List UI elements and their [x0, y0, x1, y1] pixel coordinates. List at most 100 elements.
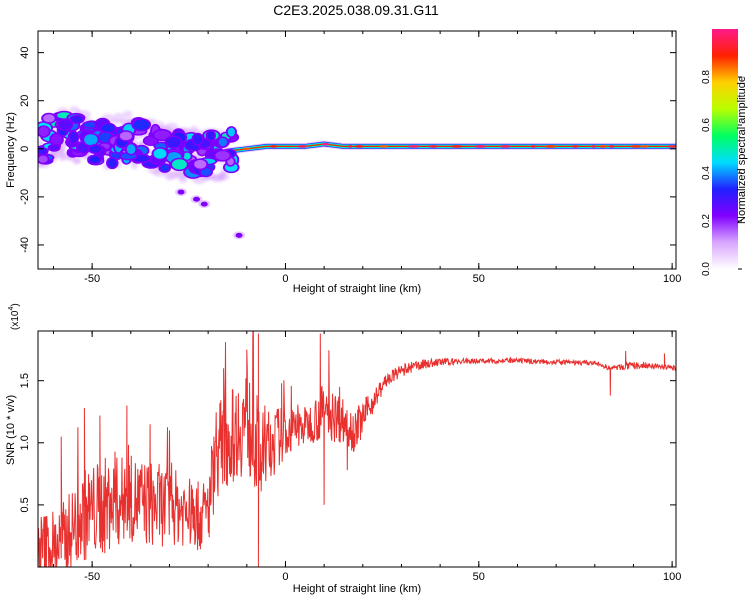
snr-x-label: Height of straight line (km) — [293, 583, 421, 595]
colorbar-label: Normalized spectral amplitude — [736, 76, 748, 224]
heatmap-blob — [71, 116, 83, 123]
snr-frame — [37, 330, 677, 568]
heatmap-hotspot — [428, 145, 439, 148]
snr-multiplier-prefix: (x10 — [10, 310, 21, 330]
heatmap-blob — [133, 119, 150, 130]
spectrogram-y-ticks: 40 20 0 -20 -40 — [19, 47, 676, 253]
heatmap-outlier — [177, 189, 185, 195]
colorbar-tick-label: 0.6 — [701, 118, 712, 132]
spectrogram-frame — [37, 30, 677, 270]
heatmap-blob — [154, 130, 171, 140]
heatmap-blob — [215, 151, 230, 161]
band-layer — [227, 142, 676, 153]
heatmap-haze-cell — [59, 151, 69, 156]
heatmap-blob — [160, 164, 170, 172]
heatmap-hotspot — [450, 145, 464, 148]
snr-y-ticks: 0.5 1.0 1.5 — [19, 373, 676, 513]
x-tick-label: -50 — [84, 571, 100, 583]
heatmap-haze-cell — [218, 171, 226, 181]
colorbar: 0.0 0.2 0.4 0.6 0.8 Normalized spectral ampl… — [701, 29, 748, 276]
spectrogram-band — [227, 140, 676, 155]
x-tick-label: 0 — [282, 571, 288, 583]
heatmap-outlier — [235, 232, 243, 238]
heatmap-blob — [58, 120, 72, 130]
heatmap-haze-cell — [38, 139, 44, 147]
x-tick-label: -50 — [84, 273, 100, 285]
snr-panel: -50 0 50 100 0.5 1.0 1.5 Height of straight l… — [5, 303, 681, 595]
colorbar-ticks: 0.0 0.2 0.4 0.6 0.8 — [701, 70, 742, 276]
heatmap-blob — [172, 159, 187, 170]
heatmap-hotspot — [499, 145, 512, 148]
y-tick-label: 1.5 — [19, 373, 31, 388]
heatmap-blob — [84, 134, 98, 146]
colorbar-bar — [712, 29, 738, 269]
heatmap-hotspot — [473, 145, 488, 148]
heatmap-hotspot — [591, 145, 596, 148]
heatmap-blob — [153, 148, 167, 159]
heatmap-blob — [227, 127, 235, 137]
heatmap-hotspot — [608, 145, 615, 148]
spectrogram-x-ticks: -50 0 50 100 — [52, 31, 681, 285]
colorbar-tick-label: 0.0 — [701, 262, 712, 276]
heatmap-blob — [207, 131, 215, 140]
heatmap-hotspot — [629, 145, 642, 148]
heatmap-blob — [108, 158, 117, 168]
heatmap-hotspot — [348, 145, 353, 148]
snr-multiplier-close: ) — [10, 303, 21, 306]
spectrogram-x-label: Height of straight line (km) — [293, 283, 421, 295]
heatmap-hotspot — [640, 145, 649, 148]
heatmap-blob — [144, 136, 158, 145]
heatmap-blob — [43, 114, 55, 123]
heatmap-blob — [126, 144, 136, 155]
heatmap-blob — [200, 167, 211, 176]
heatmap-blob — [89, 156, 101, 163]
heatmap-hotspot — [269, 145, 278, 148]
colorbar-tick-label: 0.4 — [701, 166, 712, 180]
x-tick-label: 50 — [473, 273, 485, 285]
x-tick-label: 100 — [663, 571, 681, 583]
spectrogram-blobs — [38, 110, 246, 240]
snr-series-line — [38, 331, 676, 567]
chart-title: C2E3.2025.038.09.31.G11 — [273, 2, 439, 18]
heatmap-outlier — [193, 196, 201, 202]
spectrogram-y-label: Frequency (Hz) — [5, 112, 17, 188]
heatmap-blob — [101, 124, 115, 133]
spectrogram-heatmap — [38, 106, 676, 240]
heatmap-blob — [166, 137, 181, 148]
heatmap-blob — [193, 134, 203, 145]
y-tick-label: 0 — [19, 146, 31, 152]
heatmap-haze-cell — [73, 157, 81, 165]
heatmap-blob — [218, 137, 227, 147]
x-tick-label: 0 — [282, 273, 288, 285]
heatmap-blob — [119, 131, 133, 141]
heatmap-hotspot — [598, 145, 608, 148]
heatmap-hotspot — [379, 145, 389, 148]
x-tick-label: 50 — [473, 571, 485, 583]
snr-x-ticks: -50 0 50 100 — [52, 331, 681, 583]
colorbar-tick-label: 0.2 — [701, 214, 712, 228]
heatmap-blob — [194, 159, 207, 169]
y-tick-label: 40 — [19, 47, 31, 59]
snr-multiplier-exponent: 4 — [8, 307, 15, 311]
heatmap-blob — [89, 145, 102, 153]
heatmap-blob — [49, 145, 59, 151]
heatmap-blob — [38, 126, 49, 137]
heatmap-hotspot — [571, 145, 579, 148]
heatmap-hotspot — [297, 145, 308, 148]
heatmap-haze-cell — [122, 110, 133, 118]
heatmap-hotspot — [530, 145, 536, 148]
heatmap-hotspot — [243, 147, 251, 151]
y-tick-label: 1.0 — [19, 435, 31, 450]
heatmap-hotspot — [543, 145, 558, 148]
heatmap-blob — [38, 155, 48, 163]
y-tick-label: 20 — [19, 95, 31, 107]
heatmap-hotspot — [407, 145, 421, 148]
spectrogram-panel: -50 0 50 100 40 20 0 -20 -40 Height of straight… — [5, 30, 681, 295]
heatmap-blob — [69, 131, 78, 143]
heatmap-haze-cell — [112, 112, 125, 123]
snr-y-multiplier: (x104) — [8, 303, 21, 330]
heatmap-outlier — [200, 201, 208, 207]
heatmap-blob — [183, 152, 191, 160]
y-tick-label: -20 — [19, 189, 31, 205]
